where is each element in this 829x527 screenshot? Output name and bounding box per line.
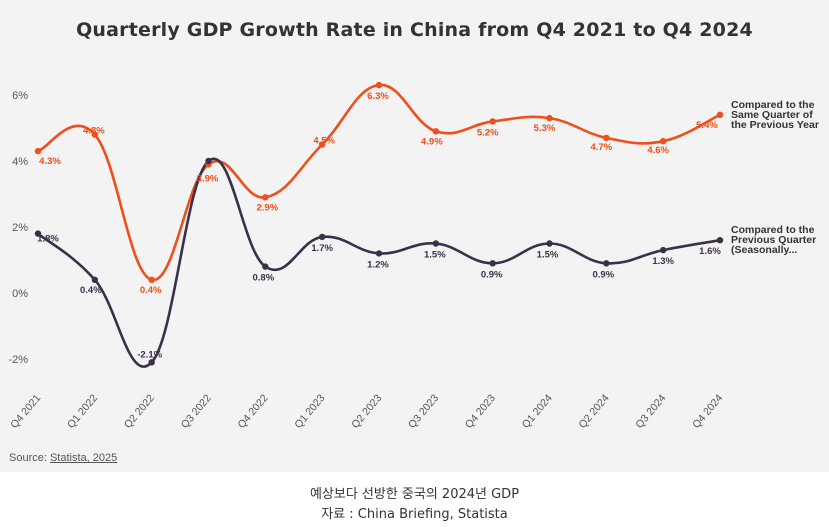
- yoy-data-point: [432, 128, 440, 135]
- y-tick-label: 2%: [12, 222, 28, 234]
- qoq-data-point: [603, 260, 610, 267]
- source-prefix: Source:: [9, 452, 50, 464]
- x-tick-label: Q1 2024: [520, 392, 555, 431]
- yoy-data-label: 0.4%: [140, 285, 162, 296]
- yoy-data-label: 5.2%: [477, 127, 499, 138]
- yoy-data-label: 2.9%: [257, 202, 279, 213]
- yoy-data-label: 4.3%: [39, 156, 61, 167]
- yoy-data-point: [489, 118, 496, 125]
- y-tick-label: 0%: [12, 288, 28, 300]
- qoq-data-point: [716, 237, 724, 244]
- qoq-data-point: [148, 359, 155, 366]
- yoy-series-line: [36, 83, 722, 282]
- yoy-legend-label: Compared to the: [731, 99, 815, 111]
- qoq-data-label: 1.5%: [537, 250, 559, 261]
- yoy-data-label: 6.3%: [367, 91, 389, 102]
- qoq-data-point: [659, 246, 667, 254]
- qoq-legend-label: Compared to the: [731, 224, 815, 236]
- yoy-data-label: 4.7%: [591, 142, 613, 153]
- qoq-data-label: 1.2%: [367, 259, 389, 270]
- x-tick-label: Q2 2022: [122, 392, 157, 431]
- qoq-data-label: 0.4%: [80, 285, 102, 296]
- qoq-data-point: [432, 240, 440, 247]
- source-link[interactable]: Statista, 2025: [49, 452, 118, 464]
- x-tick-label: Q2 2023: [349, 392, 384, 431]
- qoq-data-point: [489, 260, 496, 267]
- y-tick-label: 4%: [12, 156, 28, 168]
- source-note: Source: Statista, 2025: [9, 452, 117, 464]
- yoy-data-point: [659, 138, 667, 145]
- x-tick-label: Q3 2024: [633, 392, 668, 431]
- qoq-data-label: 1.3%: [652, 256, 674, 267]
- caption-source: 자료 : China Briefing, Statista: [321, 507, 508, 522]
- qoq-data-point: [262, 263, 269, 270]
- qoq-data-point: [546, 240, 553, 247]
- yoy-data-point: [148, 276, 155, 283]
- qoq-data-point: [205, 157, 212, 165]
- yoy-data-label: 4.9%: [421, 136, 443, 147]
- yoy-data-point: [34, 147, 42, 155]
- yoy-data-point: [546, 114, 553, 122]
- qoq-data-label: 0.9%: [481, 269, 503, 280]
- yoy-data-label: 4.5%: [313, 136, 335, 147]
- qoq-data-point: [318, 233, 326, 241]
- line-chart: -2% 0% 2% 4% 6% Q4 2021 Q1 2022 Q2 2022 Q3 2022 Q…: [8, 81, 819, 431]
- y-tick-label: -2%: [8, 354, 28, 366]
- yoy-data-point: [603, 134, 610, 142]
- yoy-data-label: 5.4%: [696, 120, 718, 131]
- x-tick-label: Q1 2022: [65, 392, 100, 431]
- yoy-data-point: [716, 111, 724, 119]
- qoq-legend-label: (Seasonally...: [731, 244, 797, 256]
- qoq-data-label: 1.5%: [424, 250, 446, 261]
- qoq-data-label: 0.8%: [253, 273, 275, 284]
- x-tick-label: Q4 2022: [236, 392, 271, 431]
- x-tick-label: Q4 2021: [8, 392, 43, 431]
- y-tick-label: 6%: [12, 90, 28, 102]
- yoy-data-point: [318, 141, 326, 148]
- yoy-data-point: [375, 81, 383, 89]
- yoy-data-label: 4.8%: [83, 126, 105, 137]
- qoq-data-label: 1.7%: [311, 243, 333, 254]
- chart-panel: [0, 0, 829, 472]
- qoq-data-point: [375, 250, 383, 257]
- yoy-data-label: 5.3%: [534, 123, 556, 134]
- yoy-legend-label: Same Quarter of: [731, 109, 813, 121]
- x-tick-label: Q4 2024: [690, 392, 725, 431]
- chart-title: Quarterly GDP Growth Rate in China from …: [76, 19, 753, 41]
- x-tick-label: Q3 2023: [406, 392, 441, 431]
- yoy-data-point: [91, 131, 99, 138]
- qoq-data-label: 1.6%: [699, 246, 721, 257]
- qoq-series-line: [36, 157, 722, 368]
- qoq-data-point: [91, 276, 99, 283]
- qoq-data-label: 1.8%: [37, 234, 59, 245]
- yoy-data-point: [262, 194, 269, 201]
- yoy-legend-label: the Previous Year: [731, 119, 819, 131]
- qoq-data-label: 0.9%: [593, 269, 615, 280]
- x-tick-label: Q4 2023: [463, 392, 498, 431]
- qoq-data-label: -2.1%: [137, 349, 162, 360]
- x-tick-label: Q2 2024: [577, 392, 612, 431]
- qoq-legend-label: Previous Quarter: [731, 234, 816, 246]
- yoy-data-label: 4.6%: [647, 145, 669, 156]
- yoy-data-label: 3.9%: [197, 173, 219, 184]
- x-tick-label: Q1 2023: [292, 392, 327, 431]
- x-tick-label: Q3 2022: [179, 392, 214, 431]
- qoq-data-point: [34, 230, 42, 237]
- caption-title: 예상보다 선방한 중국의 2024년 GDP: [309, 487, 520, 502]
